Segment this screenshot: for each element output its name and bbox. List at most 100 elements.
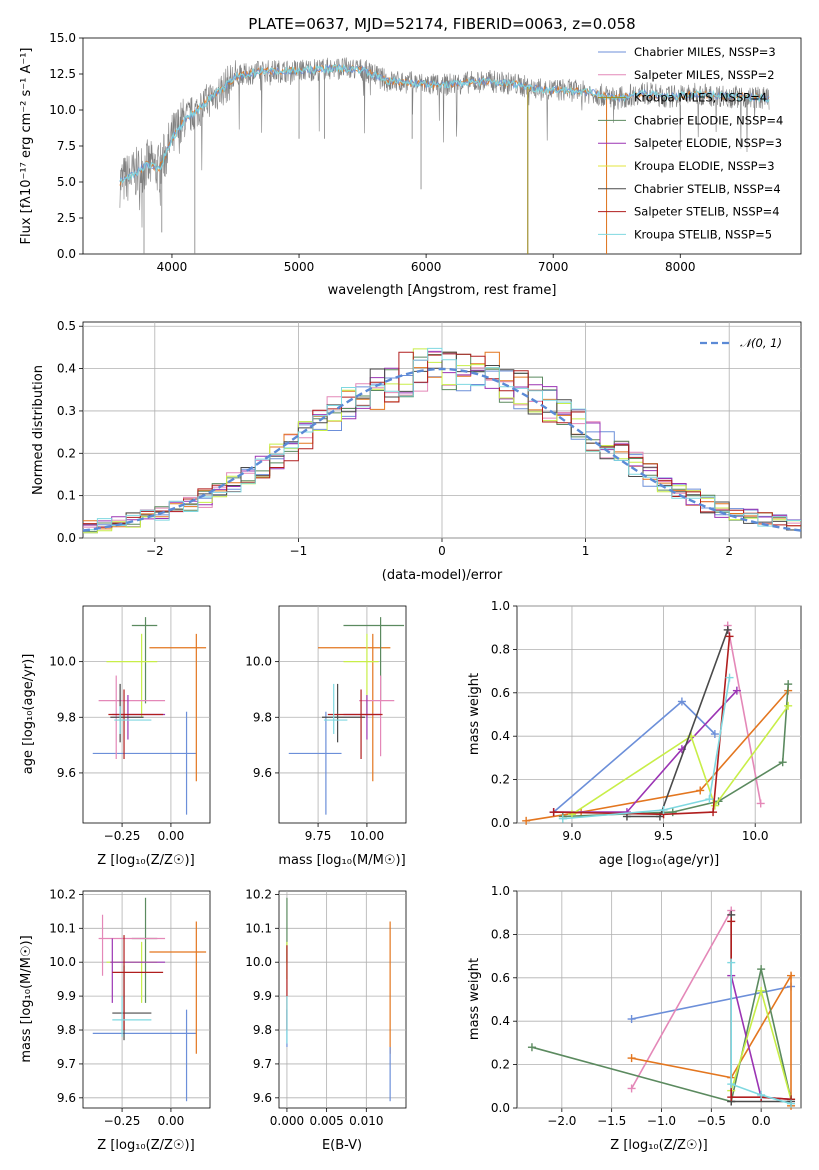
x-tick-label: 6000 [411,260,442,274]
x-tick-label: 0 [438,544,446,558]
z-weight-panel: −2.0 −1.5 −1.0 −0.5 0.0 0.0 0.2 0.4 0.6 0.8 1.0 Z … [467,884,802,1153]
residuals-panel: −2 −1 0 1 2 0.0 0.1 0.2 0.3 0.4 0.5 (data-model)/e… [31,319,802,583]
x-tick-label: 9.5 [654,829,673,843]
x-tick-label: 4000 [157,260,188,274]
z-mass-panel: −0.25 0.00 9.6 9.7 9.8 9.9 10.0 10.1 10.2 Z [log… [19,887,211,1153]
weight-series-line [526,690,789,822]
z-age-axes-frame [82,605,211,824]
legend-entry: Salpeter ELODIE, NSSP=3 [634,136,782,150]
y-tick-label: 0.2 [57,446,76,460]
weight-series-line [631,972,792,1106]
residuals-legend: 𝒩(0, 1) [700,336,782,350]
spectrum-panel: 4000 5000 6000 7000 8000 0.0 2.5 5.0 7.5 10.0 12.5… [19,31,802,298]
x-tick-label: −1.5 [597,1114,626,1128]
y-tick-label: 9.8 [57,710,76,724]
y-tick-label: 0.0 [491,816,510,830]
y-tick-label: 0.0 [57,531,76,545]
spectrum-x-label: wavelength [Angstrom, rest frame] [328,283,557,298]
y-tick-label: 9.7 [57,1057,76,1071]
y-tick-label: 0.5 [57,319,76,333]
age-weight-plot [522,621,793,825]
x-tick-label: 9.75 [305,829,332,843]
y-tick-label: 10.0 [245,955,272,969]
weight-series-line [631,985,792,1020]
x-tick-label: 0.00 [158,1114,185,1128]
y-tick-label: 1.0 [491,884,510,898]
x-tick-label: 0.010 [349,1114,383,1128]
weight-series-line [630,910,732,1089]
weight-series-line [571,705,789,815]
age-weight-panel: 9.0 9.5 10.0 0.0 0.2 0.4 0.6 0.8 1.0 age [log₁₀(… [467,599,802,868]
legend-entry: Chabrier STELIB, NSSP=4 [634,182,781,196]
x-tick-label: 9.0 [562,829,581,843]
ebv-mass-plot [286,897,391,1102]
y-tick-label: 12.5 [49,67,76,81]
legend-entry: Salpeter STELIB, NSSP=4 [634,205,780,219]
y-tick-label: 7.5 [57,139,76,153]
residuals-plot [82,347,802,534]
x-tick-label: −0.25 [104,829,141,843]
y-tick-label: 9.6 [253,1091,272,1105]
age-weight-ticks: 9.0 9.5 10.0 0.0 0.2 0.4 0.6 0.8 1.0 [491,599,801,843]
x-tick-label: 0.005 [309,1114,343,1128]
z-mass-axes-frame [82,890,211,1109]
z-mass-ticks: −0.25 0.00 9.6 9.7 9.8 9.9 10.0 10.1 10.2 [49,887,210,1128]
weight-series-line [726,625,762,804]
x-tick-label: 2 [725,544,733,558]
z-mass-x-label: Z [log₁₀(Z/Z☉)] [97,1138,194,1153]
mass-age-axes-frame [278,605,407,824]
y-tick-label: 1.0 [491,599,510,613]
observed-spectrum-line [119,57,770,228]
y-tick-label: 9.7 [253,1057,272,1071]
residual-histogram-series [83,348,801,534]
residuals-x-label: (data-model)/error [382,568,503,583]
y-tick-label: 10.0 [245,655,272,669]
y-tick-label: 15.0 [49,31,76,45]
mass-age-ticks: 9.75 10.00 9.6 9.8 10.0 [245,606,406,843]
y-tick-label: 10.0 [49,955,76,969]
x-tick-label: 0.0 [752,1114,771,1128]
figure-title: PLATE=0637, MJD=52174, FIBERID=0063, z=0… [248,15,635,33]
y-tick-label: 0.6 [491,686,510,700]
legend-entry: Kroupa STELIB, NSSP=5 [634,227,772,241]
ebv-mass-axes-frame [278,890,407,1109]
z-age-plot [92,617,207,815]
z-weight-x-label: Z [log₁₀(Z/Z☉)] [610,1138,707,1153]
y-tick-label: 0.2 [491,773,510,787]
y-tick-label: 10.0 [49,103,76,117]
spectrum-ticks: 4000 5000 6000 7000 8000 0.0 2.5 5.0 7.5 10.0 12.5… [49,31,695,274]
z-age-panel: −0.25 0.00 9.6 9.8 10.0 Z [log₁₀(Z/Z☉)] age … [21,605,211,868]
gaussian-legend-label: 𝒩(0, 1) [740,336,782,350]
y-tick-label: 9.6 [253,766,272,780]
gaussian-curve [82,367,802,532]
mass-age-plot [288,617,405,815]
legend-entry: Kroupa ELODIE, NSSP=3 [634,159,775,173]
y-tick-label: 0.0 [57,247,76,261]
y-tick-label: 0.8 [491,642,510,656]
x-tick-label: −1.0 [647,1114,676,1128]
y-tick-label: 10.2 [245,887,272,901]
y-tick-label: 9.8 [253,1023,272,1037]
x-tick-label: 10.00 [350,829,384,843]
y-tick-label: 9.6 [57,766,76,780]
weight-series-line [562,677,731,820]
y-tick-label: 0.4 [491,729,510,743]
y-tick-label: 0.4 [57,362,76,376]
z-mass-y-label: mass [log₁₀(M/M☉)] [19,935,34,1062]
x-tick-label: −1 [290,544,308,558]
legend-entry: Chabrier ELODIE, NSSP=4 [634,113,783,127]
ebv-mass-ticks: 0.000 0.005 0.010 9.6 9.7 9.8 9.9 10.0 10.1 10.2 [245,887,406,1128]
x-tick-label: −2 [146,544,164,558]
x-tick-label: −0.25 [104,1114,141,1128]
x-tick-label: 7000 [538,260,569,274]
x-tick-label: 8000 [665,260,696,274]
z-age-ticks: −0.25 0.00 9.6 9.8 10.0 [49,606,210,843]
ebv-mass-x-label: E(B-V) [322,1138,362,1153]
y-tick-label: 9.6 [57,1091,76,1105]
y-tick-label: 0.3 [57,404,76,418]
y-tick-label: 9.8 [253,710,272,724]
z-weight-y-label: mass weight [467,958,482,1040]
x-tick-label: 5000 [284,260,315,274]
